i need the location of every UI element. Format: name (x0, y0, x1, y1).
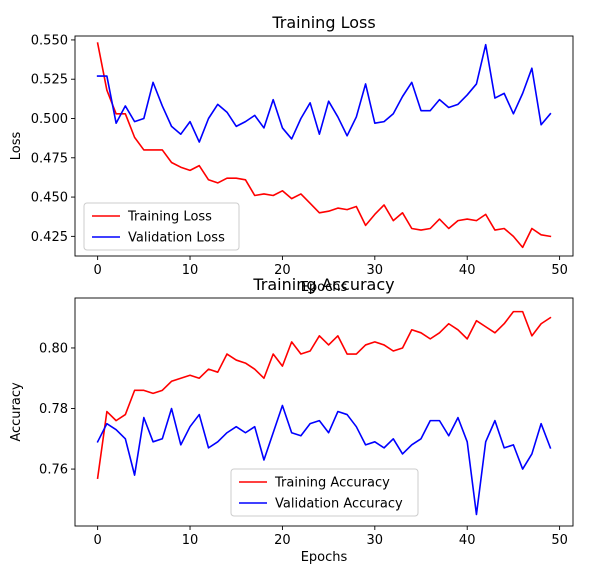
y-tick-label: 0.80 (39, 341, 68, 356)
y-axis-label: Loss (9, 132, 24, 161)
chart-title: Training Loss (271, 13, 375, 32)
legend: Training Loss Validation Loss (83, 202, 240, 251)
x-tick-label: 20 (274, 263, 291, 278)
chart-panel-loss: 0 10 20 30 40 50 0.425 0.450 0.475 0.500 0.525 0.55… (9, 13, 574, 295)
y-tick-label: 0.450 (31, 191, 68, 206)
x-tick-label: 30 (367, 533, 384, 548)
y-tick-label: 0.550 (31, 33, 68, 48)
y-tick-label: 0.525 (31, 73, 68, 88)
legend: Training Accuracy Validation Accuracy (230, 468, 419, 517)
series-line-validation-loss (96, 43, 552, 143)
x-tick-label: 0 (93, 533, 101, 548)
x-axis-label: Epochs (301, 280, 348, 295)
x-axis-label: Epochs (301, 550, 348, 565)
chart-panel-accuracy: 0 10 20 30 40 50 0.76 0.78 0.80 Training Accuracy… (9, 275, 574, 565)
x-tick-label: 50 (551, 263, 568, 278)
x-tick-label: 10 (182, 263, 199, 278)
y-tick-label: 0.425 (31, 230, 68, 245)
legend-entry: Validation Loss (128, 231, 225, 246)
plot-frame (74, 297, 574, 527)
legend-entry: Training Loss (127, 210, 212, 225)
x-tick-label: 40 (459, 263, 476, 278)
y-tick-label: 0.78 (39, 402, 68, 417)
plot-frame (74, 35, 574, 257)
series-line-training-loss (96, 42, 552, 249)
y-tick-label: 0.475 (31, 151, 68, 166)
x-tick-label: 30 (367, 263, 384, 278)
y-axis-label: Accuracy (9, 382, 24, 442)
chart-title: Training Accuracy (252, 275, 394, 294)
x-tick-label: 0 (93, 263, 101, 278)
legend-entry: Training Accuracy (274, 476, 390, 491)
y-tick-label: 0.500 (31, 112, 68, 127)
y-tick-label: 0.76 (39, 463, 68, 478)
x-tick-label: 40 (459, 533, 476, 548)
series-line-training-accuracy (96, 310, 552, 480)
legend-box (230, 468, 419, 517)
x-tick-label: 10 (182, 533, 199, 548)
legend-entry: Validation Accuracy (275, 497, 403, 512)
x-tick-label: 20 (274, 533, 291, 548)
series-line-validation-accuracy (96, 404, 552, 516)
legend-box (83, 202, 240, 251)
x-tick-label: 50 (551, 533, 568, 548)
